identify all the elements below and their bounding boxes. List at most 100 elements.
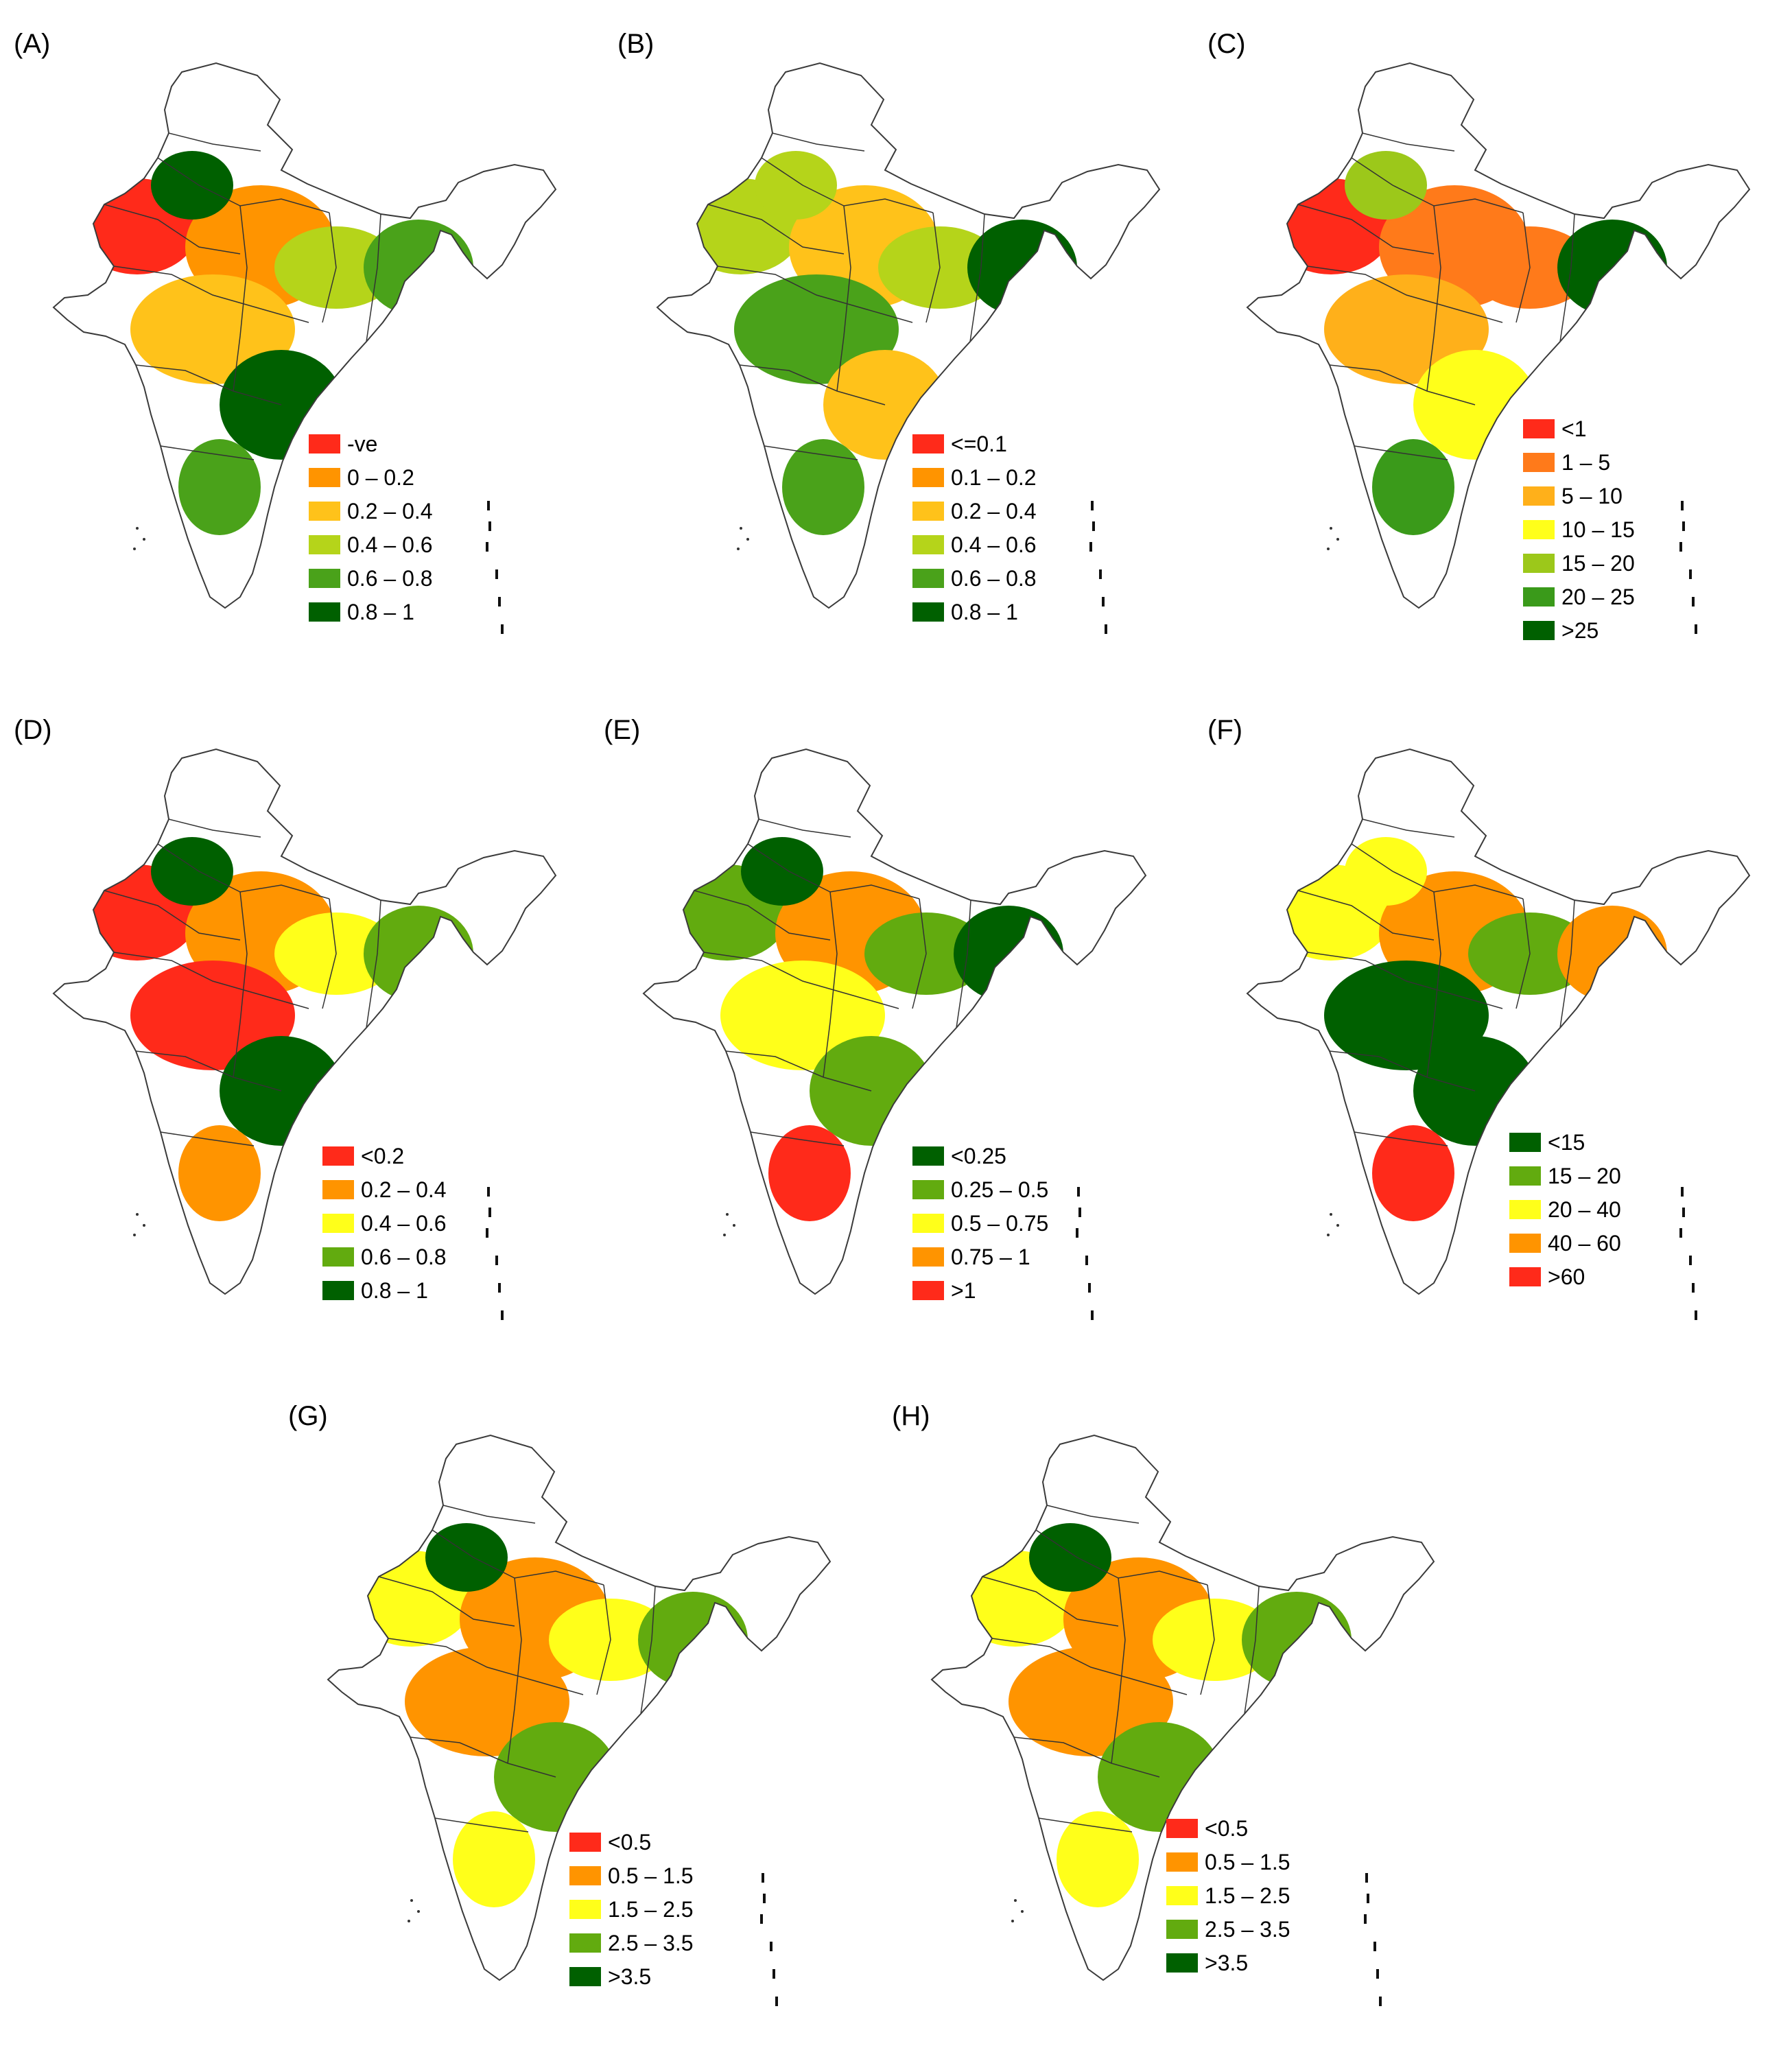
panel-c: (C) <1 1 – 5 5 – 10 10 – 15 15 – 20 20 –… bbox=[1207, 27, 1781, 700]
legend-label: <1 bbox=[1561, 416, 1587, 441]
legend-label: <=0.1 bbox=[951, 431, 1007, 456]
legend-item: 0.6 – 0.8 bbox=[912, 561, 1037, 595]
district-region bbox=[1372, 1125, 1454, 1221]
legend-swatch bbox=[569, 1933, 601, 1953]
state-border bbox=[764, 445, 858, 460]
state-border bbox=[1297, 890, 1435, 941]
island-mark bbox=[1692, 1283, 1695, 1293]
district-region bbox=[1029, 1523, 1111, 1592]
state-border bbox=[366, 213, 381, 342]
legend-item: 10 – 15 bbox=[1523, 513, 1635, 546]
legend-label: 0.6 – 0.8 bbox=[361, 1244, 447, 1269]
state-border bbox=[1038, 1817, 1133, 1833]
island-mark bbox=[746, 538, 749, 541]
legend-item: 0.75 – 1 bbox=[912, 1240, 1048, 1273]
panel-label: (F) bbox=[1207, 715, 1243, 745]
legend-swatch bbox=[309, 602, 340, 622]
district-region bbox=[151, 151, 233, 220]
state-border bbox=[1046, 1505, 1140, 1524]
island-mark bbox=[487, 1187, 490, 1197]
state-border bbox=[991, 1638, 1188, 1695]
legend-label: 0.8 – 1 bbox=[361, 1278, 428, 1303]
legend-item: 0.8 – 1 bbox=[912, 595, 1037, 628]
legend-item: 0.5 – 1.5 bbox=[1166, 1845, 1290, 1879]
state-border bbox=[1515, 212, 1531, 323]
legend-swatch bbox=[309, 501, 340, 521]
legend-label: 40 – 60 bbox=[1548, 1230, 1621, 1256]
island-mark bbox=[1379, 1997, 1382, 2006]
legend-item: -ve bbox=[309, 427, 433, 460]
legend-label: 15 – 20 bbox=[1548, 1163, 1621, 1188]
state-border bbox=[1307, 952, 1503, 1009]
legend-label: 0.2 – 0.4 bbox=[347, 498, 433, 523]
state-border bbox=[956, 899, 971, 1028]
district-region bbox=[178, 439, 261, 535]
india-district-map bbox=[327, 1434, 831, 2006]
legend-label: 1.5 – 2.5 bbox=[608, 1896, 694, 1922]
state-border bbox=[969, 213, 985, 342]
island-mark bbox=[1692, 597, 1695, 607]
legend-label: 20 – 40 bbox=[1548, 1197, 1621, 1222]
country-outline bbox=[1246, 62, 1751, 609]
state-border bbox=[135, 364, 282, 405]
legend-label: 0.6 – 0.8 bbox=[951, 565, 1037, 591]
country-outline bbox=[930, 1434, 1435, 1981]
state-border bbox=[322, 212, 337, 323]
legend-item: 0 – 0.2 bbox=[309, 460, 433, 494]
island-mark bbox=[1364, 1914, 1367, 1924]
state-border bbox=[388, 1638, 584, 1695]
legend-label: 0.8 – 1 bbox=[347, 599, 414, 624]
country-outline bbox=[52, 748, 557, 1295]
state-border bbox=[233, 205, 248, 392]
state-border bbox=[113, 952, 309, 1009]
state-border bbox=[104, 204, 241, 255]
island-mark bbox=[1076, 1228, 1078, 1238]
panel-a: (A) -ve 0 – 0.2 0.2 – 0.4 0.4 – 0.6 0.6 … bbox=[14, 27, 604, 700]
island-mark bbox=[495, 569, 498, 579]
legend-item: 20 – 40 bbox=[1509, 1192, 1621, 1226]
state-border bbox=[739, 364, 886, 405]
island-mark bbox=[723, 1234, 726, 1236]
legend-item: <1 bbox=[1523, 412, 1635, 445]
state-border bbox=[717, 266, 913, 323]
legend-swatch bbox=[1509, 1199, 1541, 1219]
india-district-map bbox=[656, 62, 1161, 634]
legend-label: 0.8 – 1 bbox=[951, 599, 1018, 624]
island-mark bbox=[417, 1910, 420, 1913]
district-region bbox=[782, 439, 864, 535]
legend-item: <0.25 bbox=[912, 1139, 1048, 1173]
india-district-map bbox=[52, 748, 557, 1320]
map-legend: <0.5 0.5 – 1.5 1.5 – 2.5 2.5 – 3.5 >3.5 bbox=[1166, 1811, 1290, 1979]
state-border bbox=[1362, 819, 1455, 838]
island-mark bbox=[1085, 1256, 1088, 1265]
legend-label: 0.4 – 0.6 bbox=[361, 1210, 447, 1236]
island-mark bbox=[1679, 542, 1682, 552]
island-mark bbox=[501, 1310, 504, 1320]
island-mark bbox=[488, 521, 491, 531]
state-border bbox=[160, 1131, 255, 1146]
state-border bbox=[725, 1050, 872, 1092]
legend-item: <15 bbox=[1509, 1125, 1621, 1159]
panel-label: (E) bbox=[604, 715, 641, 745]
legend-swatch bbox=[1523, 587, 1555, 607]
legend-item: >3.5 bbox=[569, 1959, 694, 1993]
island-mark bbox=[733, 1224, 735, 1227]
panel-g: (G) <0.5 0.5 – 1.5 1.5 – 2.5 2.5 – 3.5 >… bbox=[288, 1400, 878, 2072]
legend-item: >3.5 bbox=[1166, 1946, 1290, 1979]
legend-label: >60 bbox=[1548, 1264, 1585, 1289]
state-border bbox=[135, 1050, 282, 1092]
india-district-map bbox=[1246, 62, 1751, 634]
legend-swatch bbox=[322, 1213, 354, 1233]
state-border bbox=[707, 204, 845, 255]
legend-label: 0.6 – 0.8 bbox=[347, 565, 433, 591]
island-mark bbox=[1078, 1208, 1081, 1217]
island-mark bbox=[501, 624, 504, 634]
island-mark bbox=[1088, 1283, 1091, 1293]
state-border bbox=[1329, 1050, 1476, 1092]
panel-label: (C) bbox=[1207, 29, 1246, 59]
legend-item: >1 bbox=[912, 1273, 1048, 1307]
legend-swatch bbox=[322, 1247, 354, 1267]
legend-item: 0.4 – 0.6 bbox=[322, 1206, 447, 1240]
legend-swatch bbox=[1509, 1166, 1541, 1186]
island-mark bbox=[1336, 1224, 1339, 1227]
